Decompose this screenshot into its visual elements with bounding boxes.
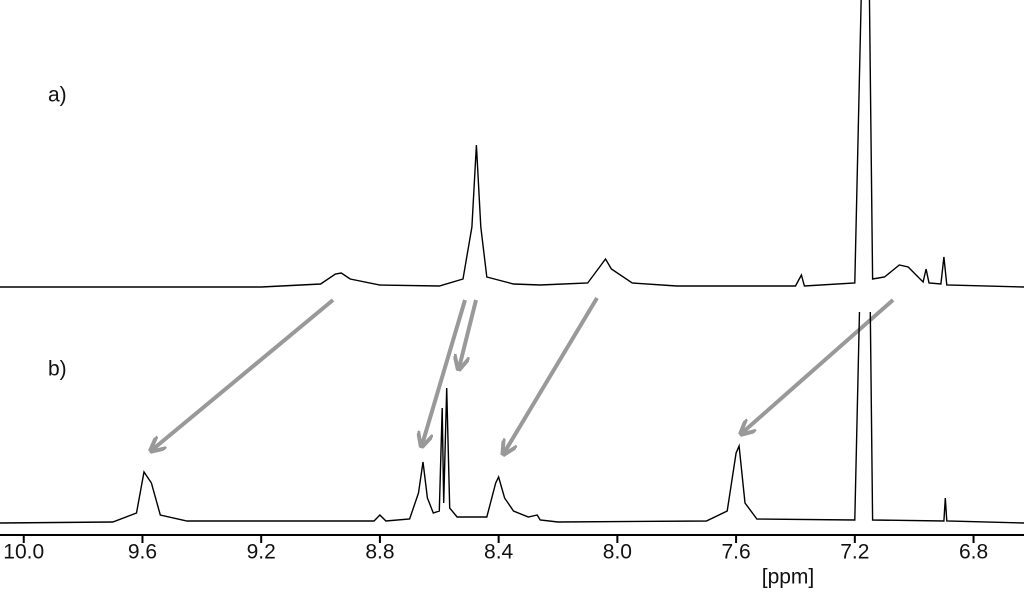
spectrum-line [0,0,1024,288]
x-tick-label: 7.2 [840,541,869,564]
arrow [459,299,478,368]
arrow [152,298,335,450]
x-tick-label: 9.2 [247,541,276,564]
x-tick-label: 9.6 [128,541,157,564]
x-tick-label: 8.8 [365,541,394,564]
x-tick-label: 10.0 [3,541,44,564]
series-label: b) [48,358,67,381]
x-tick-label: 7.6 [721,541,750,564]
series-label: a) [48,84,67,107]
x-tick-label: 8.4 [484,541,514,564]
x-tick-label: 8.0 [603,541,632,564]
arrow [422,299,467,445]
arrow [504,296,599,453]
x-axis-label: [ppm] [762,566,815,589]
x-tick-label: 6.8 [959,541,988,564]
arrow [742,298,895,433]
arrows [152,296,895,453]
spectrum-line [0,312,1024,524]
